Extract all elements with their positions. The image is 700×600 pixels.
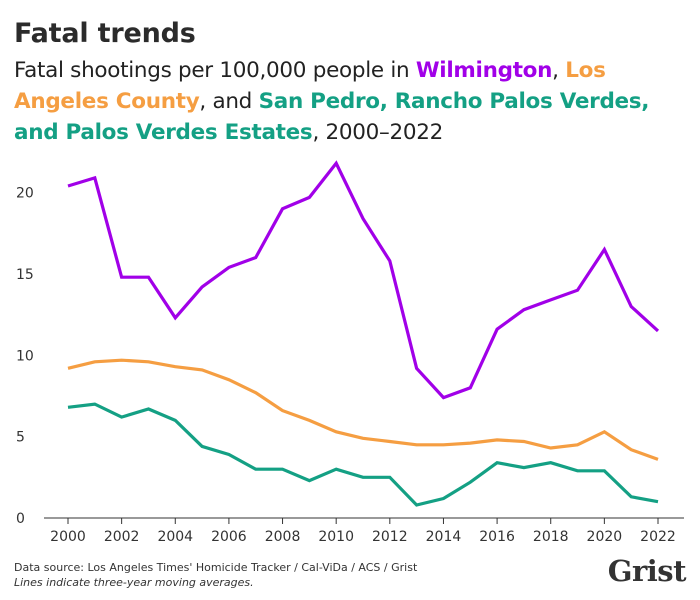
- legend-label-san-pedro: San Pedro, Rancho Palos Verdes, and Palo…: [14, 89, 650, 145]
- x-tick-label: 2006: [211, 529, 247, 545]
- series-line-san-pedro: [67, 402, 659, 507]
- x-tick-label: 2016: [479, 529, 515, 545]
- y-tick-label: 20: [16, 186, 34, 202]
- x-tick-label: 2022: [640, 529, 676, 545]
- x-tick-label: 2008: [265, 529, 301, 545]
- x-tick-label: 2020: [587, 529, 623, 545]
- y-tick-label: 0: [16, 511, 25, 527]
- grist-logo: Grist: [607, 554, 687, 588]
- y-tick-label: 10: [16, 348, 34, 364]
- x-tick-label: 2018: [533, 529, 569, 545]
- y-tick-label: 15: [16, 267, 34, 283]
- x-tick-label: 2000: [50, 529, 86, 545]
- subtitle-tail: , 2000–2022: [312, 120, 443, 145]
- legend-label-wilmington: Wilmington: [415, 58, 553, 83]
- subtitle-lead: Fatal shootings per 100,000 people in: [14, 58, 416, 83]
- subtitle-separator-2: , and: [199, 89, 259, 114]
- x-tick-label: 2004: [157, 529, 193, 545]
- x-tick-label: 2014: [426, 529, 462, 545]
- data-source-note: Data source: Los Angeles Times' Homicide…: [14, 561, 418, 574]
- chart-title: Fatal trends: [14, 18, 196, 49]
- line-chart: 0 5 10 15 20 2000 2002 2004 2006 2008 2010 2012 2014…: [16, 160, 684, 545]
- x-tick-label: 2010: [318, 529, 354, 545]
- legend-label-los-angeles-county: Los Angeles County: [14, 58, 606, 114]
- chart-subtitle: Fatal shootings per 100,000 people in Wi…: [14, 55, 694, 148]
- x-tick-label: 2002: [104, 529, 140, 545]
- subtitle-separator-1: ,: [552, 58, 566, 83]
- x-tick-label: 2012: [372, 529, 408, 545]
- y-tick-label: 5: [16, 430, 25, 446]
- series-line-los-angeles-county: [67, 358, 659, 461]
- methodology-note: Lines indicate three-year moving average…: [14, 576, 254, 589]
- series-line-wilmington: [67, 160, 660, 400]
